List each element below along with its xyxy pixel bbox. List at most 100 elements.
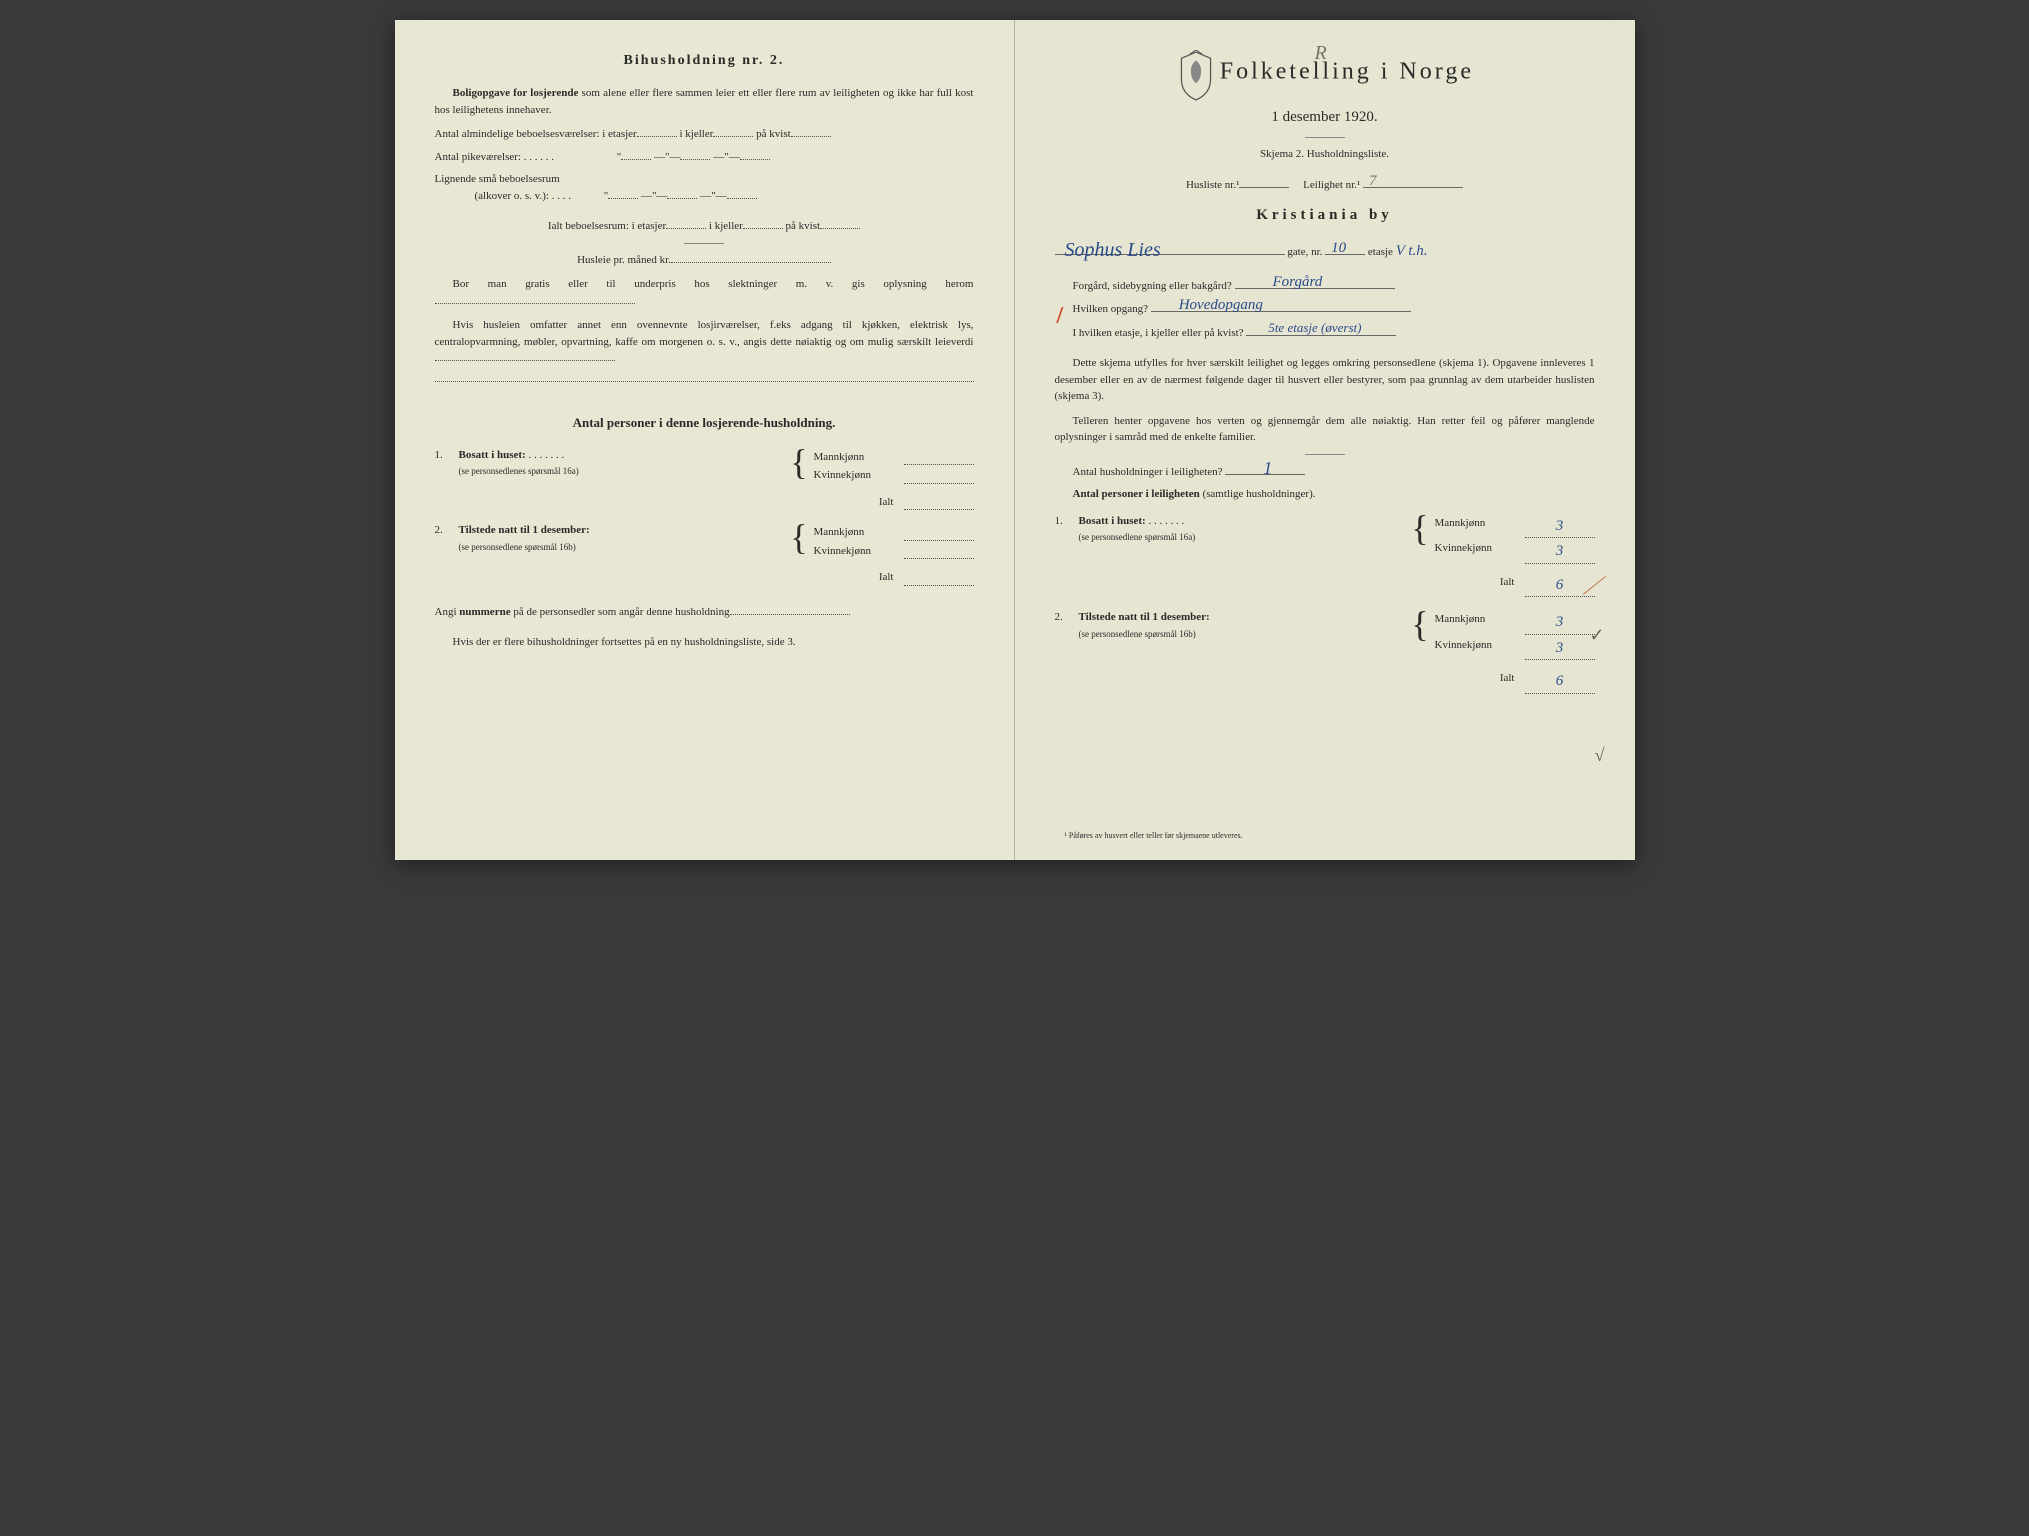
l3a: Lignende små beboelsesrum (435, 173, 560, 185)
opgang-a: Hovedopgang (1161, 294, 1263, 317)
q2s: (se personsedlene spørsmål 16b) (459, 542, 576, 552)
etasje-hw: V t.h. (1396, 243, 1428, 259)
blank (713, 136, 753, 137)
husliste: Husliste nr. (1186, 179, 1236, 191)
bor-gratis: Bor man gratis eller til underpris hos s… (435, 276, 974, 309)
husleie: Husleie pr. måned kr. (577, 254, 671, 266)
street-hw: Sophus Lies (1065, 235, 1161, 265)
mann: Mannkjønn (1435, 611, 1525, 635)
mann: Mannkjønn (814, 449, 904, 466)
etasje-lbl: etasje (1368, 246, 1393, 258)
q1s: (se personsedlenes spørsmål 16a) (459, 466, 579, 476)
kvinne: Kvinnekjønn (1435, 540, 1525, 564)
ialt: Ialt (1435, 574, 1525, 598)
hvispara: Hvis husleien omfatter annet enn ovennev… (435, 319, 974, 348)
right-page: R Folketelling i Norge 1 desember 1920. … (1015, 20, 1635, 860)
blank (671, 262, 831, 263)
divider (1305, 454, 1345, 455)
v2k: 3 (1525, 637, 1595, 661)
q2s: (se personsedlene spørsmål 16b) (1079, 629, 1196, 639)
leilighet-val: 7 (1363, 176, 1463, 188)
blank (904, 524, 974, 541)
nummerne: nummerne (459, 606, 510, 618)
v1i: 6 (1556, 577, 1564, 593)
q2-right: 2. Tilstede natt til 1 desember: (se per… (1055, 609, 1595, 696)
forgard-row: Forgård, sidebygning eller bakgård? Forg… (1055, 277, 1595, 295)
blank (680, 159, 710, 160)
antal-pers-row: Antal personer i leiligheten (samtlige h… (1055, 486, 1595, 503)
left-page: Bihusholdning nr. 2. Boligopgave for los… (395, 20, 1015, 860)
angi: Angi (435, 606, 460, 618)
borgratis: Bor man gratis eller til underpris hos s… (453, 278, 974, 290)
kvinne: Kvinnekjønn (1435, 637, 1525, 661)
blank (667, 198, 697, 199)
etasje-a: 5te etasje (øverst) (1250, 318, 1361, 338)
blank (904, 467, 974, 484)
v2m: 3 (1525, 611, 1595, 635)
line-pike: Antal pikeværelser: . . . . . . " —"— —"… (435, 149, 974, 166)
l4c: på kvist (786, 220, 821, 232)
blank (435, 360, 615, 361)
red-slash: / (1057, 298, 1064, 334)
kristiania: Kristiania by (1055, 204, 1595, 227)
blank (1239, 176, 1289, 188)
blank (727, 198, 757, 199)
leilighet-hw: 7 (1369, 170, 1377, 193)
ialt: Ialt (814, 494, 904, 511)
kvinne: Kvinnekjønn (814, 467, 904, 484)
blank (791, 136, 831, 137)
blank (904, 543, 974, 560)
q1s: (se personsedlene spørsmål 16a) (1079, 532, 1196, 542)
l2: Antal pikeværelser: (435, 151, 521, 163)
left-title: Bihusholdning nr. 2. (435, 50, 974, 71)
blank (904, 569, 974, 586)
l4a: Ialt beboelsesrum: i etasjer (548, 220, 666, 232)
v1i-cell: 6／ (1525, 574, 1595, 598)
blank (904, 449, 974, 466)
antal-pers: Antal personer i leiligheten (1073, 488, 1200, 500)
etasje-fill: 5te etasje (øverst) (1246, 324, 1396, 336)
q2l: Tilstede natt til 1 desember: (1079, 611, 1210, 623)
opgang-row: Hvilken opgang? Hovedopgang (1055, 300, 1595, 318)
hvis-para: Hvis husleien omfatter annet enn ovennev… (435, 317, 974, 367)
blank (435, 303, 635, 304)
q1-left: 1. Bosatt i huset: . . . . . . . (se per… (435, 447, 974, 513)
pencil-check-icon: √ (1595, 742, 1605, 769)
street-row: Sophus Lies gate, nr. 10 etasje V t.h. (1055, 240, 1595, 263)
mann: Mannkjønn (814, 524, 904, 541)
blank (621, 159, 651, 160)
l4b: i kjeller (709, 220, 743, 232)
blank (730, 614, 850, 615)
etasje-row: I hvilken etasje, i kjeller eller på kvi… (1055, 324, 1595, 342)
kvinne: Kvinnekjønn (814, 543, 904, 560)
street-fill: Sophus Lies (1055, 243, 1285, 255)
q2-left: 2. Tilstede natt til 1 desember: (se per… (435, 522, 974, 588)
info-para: Dette skjema utfylles for hver særskilt … (1055, 355, 1595, 405)
pencil-R: R (1315, 38, 1327, 68)
forgard-fill: Forgård (1235, 277, 1395, 289)
divider (684, 243, 724, 244)
antal-hush-a: 1 (1245, 455, 1272, 482)
nr-hw: 10 (1331, 237, 1346, 260)
bottom-note: Hvis der er flere bihusholdninger fortse… (435, 634, 974, 651)
husliste-row: Husliste nr.¹ Leilighet nr.¹ 7 (1055, 176, 1595, 194)
line-lignende: Lignende små beboelsesrum (alkover o. s.… (435, 171, 974, 204)
date: 1 desember 1920. (1055, 106, 1595, 129)
document-spread: Bihusholdning nr. 2. Boligopgave for los… (395, 20, 1635, 860)
l3b: (alkover o. s. v.): (475, 190, 549, 202)
opgang-fill: Hovedopgang (1151, 300, 1411, 312)
angirest: på de personsedler som angår denne husho… (511, 606, 730, 618)
red-slash-icon: ／ (1583, 572, 1603, 602)
coat-of-arms-icon (1175, 50, 1217, 102)
pencil-check-icon: ✓ (1589, 622, 1604, 649)
blank (820, 228, 860, 229)
antal-hush-row: Antal husholdninger i leiligheten? 1 (1055, 463, 1595, 481)
ialt: Ialt (814, 569, 904, 586)
angi-row: Angi nummerne på de personsedler som ang… (435, 604, 974, 621)
v1m: 3 (1525, 515, 1595, 539)
l1c: på kvist (756, 128, 791, 140)
line-beboelse: Antal almindelige beboelsesværelser: i e… (435, 126, 974, 143)
left-subtitle: Antal personer i denne losjerende-hushol… (435, 413, 974, 433)
q1l: Bosatt i huset: (1079, 515, 1146, 527)
blank (637, 136, 677, 137)
